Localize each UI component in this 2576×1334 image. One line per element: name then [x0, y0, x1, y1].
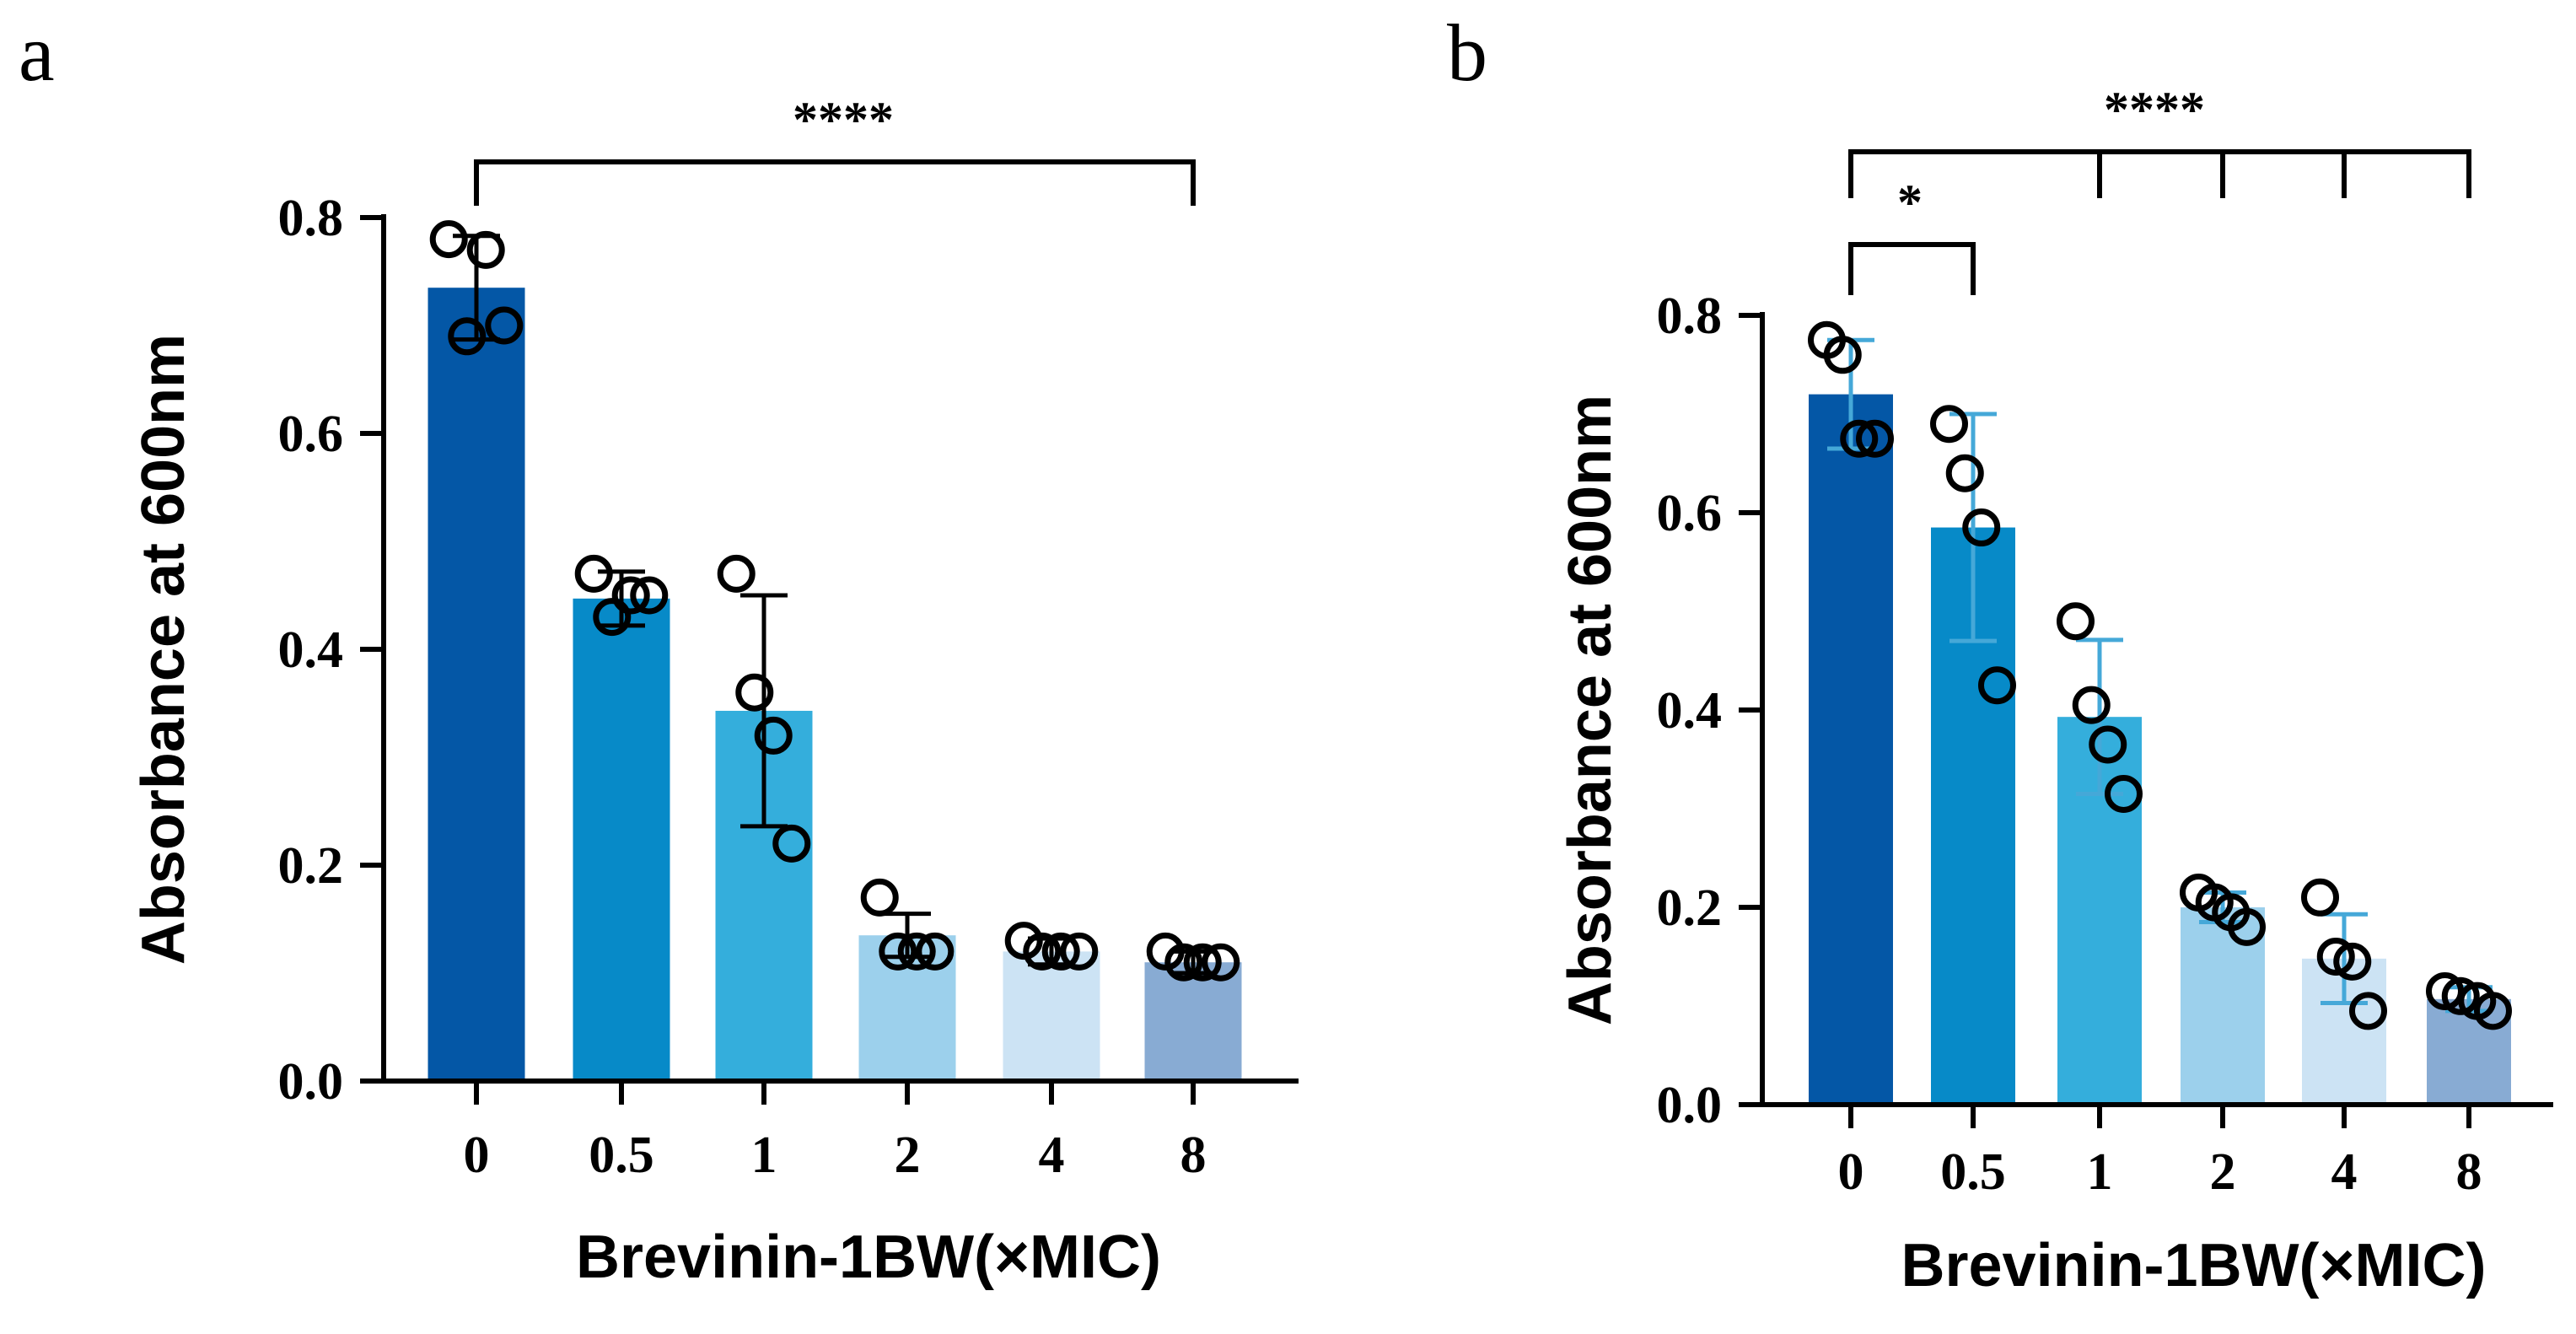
data-point	[735, 673, 774, 712]
bar-2	[858, 935, 956, 1081]
data-point	[1823, 336, 1862, 374]
y-tick-label: 0.0	[278, 1053, 344, 1111]
data-point	[630, 576, 669, 615]
significance-label: ****	[793, 92, 894, 148]
data-point	[754, 716, 793, 755]
bar-8	[1144, 962, 1242, 1081]
x-axis-title: Brevinin-1BW(×MIC)	[576, 1224, 1161, 1291]
error-bar-0-5	[1949, 411, 1997, 643]
panel-letter: a	[19, 8, 55, 98]
x-tick-label: 4	[1039, 1127, 1065, 1184]
y-axis-title: Absorbance at 600nm	[1557, 395, 1624, 1025]
data-point	[2301, 878, 2339, 917]
error-bar-1	[740, 593, 788, 829]
chart-panel-b: b 0.0 0.2 0.4 0.6 0.8 0 0.5 1 2 4 8 Absorbance at 60…	[1447, 8, 2553, 1299]
y-axis-title: Absorbance at 600nm	[130, 334, 197, 965]
data-point	[1023, 932, 1062, 971]
x-tick-label: 8	[1180, 1127, 1207, 1184]
data-point	[2316, 938, 2355, 976]
significance-bracket	[1848, 149, 2471, 198]
data-point	[2072, 686, 2111, 724]
data-point	[2349, 992, 2387, 1030]
bar-4	[1003, 951, 1100, 1081]
y-tick-label: 0.8	[278, 190, 344, 247]
bar-0-5	[573, 598, 670, 1081]
chart-panel-a: a 0.0 0.2 0.4 0.6 0.8 0 0.5 1 2 4 8 Absorbance at 60…	[19, 8, 1299, 1291]
x-tick-label: 1	[751, 1127, 777, 1184]
data-point	[593, 598, 632, 637]
significance-label: ****	[2104, 82, 2205, 137]
data-point	[2426, 971, 2464, 1010]
y-tick-label: 0.4	[278, 621, 344, 679]
data-point	[1840, 419, 1879, 458]
data-point	[2228, 907, 2266, 946]
x-tick-label: 0.5	[1940, 1143, 2006, 1201]
data-point	[2105, 774, 2143, 813]
y-tick-label: 0.0	[1657, 1077, 1723, 1134]
data-point	[466, 230, 505, 269]
data-point	[1164, 943, 1203, 982]
significance-bracket	[474, 159, 1196, 206]
significance-label: *	[1897, 175, 1923, 230]
data-point	[574, 554, 613, 593]
data-point	[916, 932, 955, 971]
data-point	[1962, 508, 2001, 547]
data-point	[717, 554, 756, 593]
y-tick-label: 0.2	[1657, 879, 1723, 937]
x-tick-label: 4	[2331, 1143, 2358, 1201]
data-point	[1041, 932, 1080, 971]
data-point	[611, 576, 650, 615]
x-tick-label: 2	[2210, 1143, 2236, 1201]
y-tick-label: 0.2	[278, 837, 344, 895]
bar-0	[1809, 394, 1893, 1105]
data-point	[1978, 666, 2016, 705]
panel-letter: b	[1447, 8, 1487, 98]
bar-0	[428, 288, 525, 1081]
x-tick-label: 0	[464, 1127, 490, 1184]
data-point	[1856, 419, 1894, 458]
data-point	[485, 306, 524, 345]
data-point	[2057, 602, 2095, 641]
x-tick-label: 0.5	[589, 1127, 654, 1184]
x-tick-label: 1	[2087, 1143, 2113, 1201]
y-tick-label: 0.6	[278, 406, 344, 463]
data-point	[2089, 725, 2127, 764]
x-tick-label: 0	[1838, 1143, 1864, 1201]
x-tick-label: 2	[895, 1127, 921, 1184]
data-point	[879, 932, 917, 971]
data-point	[772, 824, 811, 863]
data-point	[429, 220, 468, 259]
data-point	[1945, 454, 1984, 492]
bar-2	[2181, 907, 2265, 1105]
data-point	[860, 878, 899, 917]
y-tick-label: 0.8	[1657, 288, 1723, 345]
data-point	[1202, 943, 1240, 982]
significance-bracket	[1848, 242, 1976, 295]
data-point	[2474, 992, 2512, 1030]
y-tick-label: 0.6	[1657, 485, 1723, 542]
x-axis-title: Brevinin-1BW(×MIC)	[1901, 1232, 2486, 1299]
data-point	[448, 317, 487, 356]
data-point	[1183, 943, 1222, 982]
data-point	[1930, 405, 1968, 444]
y-tick-label: 0.4	[1657, 682, 1723, 740]
data-point	[1060, 932, 1099, 971]
data-point	[2441, 976, 2480, 1015]
x-tick-label: 8	[2456, 1143, 2482, 1201]
data-point	[2333, 942, 2372, 981]
data-point	[897, 932, 936, 971]
